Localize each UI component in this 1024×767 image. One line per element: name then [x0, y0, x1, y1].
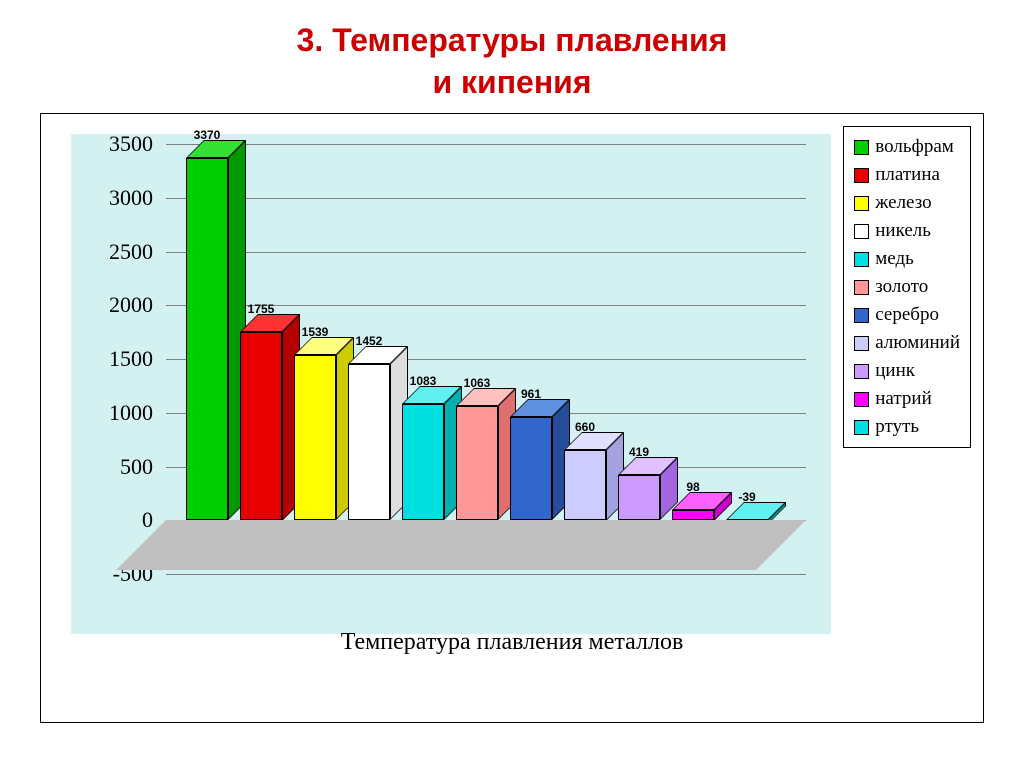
- bar-value-label: 1083: [402, 374, 444, 388]
- bar-value-label: 1063: [456, 376, 498, 390]
- bar-front: [672, 510, 714, 521]
- y-tick-label: 3500: [109, 131, 153, 157]
- legend-label: никель: [875, 220, 931, 242]
- legend-label: цинк: [875, 360, 915, 382]
- bar-value-label: 1452: [348, 334, 390, 348]
- legend-label: алюминий: [875, 332, 960, 354]
- bar-value-label: 419: [618, 445, 660, 459]
- y-tick-label: 1500: [109, 346, 153, 372]
- legend-label: золото: [875, 276, 928, 298]
- legend-label: железо: [875, 192, 931, 214]
- bar-value-label: -39: [726, 490, 768, 504]
- legend-item: железо: [854, 189, 960, 217]
- legend-label: натрий: [875, 388, 931, 410]
- legend-swatch: [854, 364, 869, 379]
- legend: вольфрам платина железо никель медь золото сер…: [843, 126, 971, 448]
- legend-label: вольфрам: [875, 136, 954, 158]
- bar-value-label: 3370: [186, 128, 228, 142]
- y-tick-label: 2500: [109, 239, 153, 265]
- y-tick-label: 500: [120, 454, 153, 480]
- legend-swatch: [854, 196, 869, 211]
- x-axis-title: Температура плавления металлов: [41, 629, 983, 656]
- chart-container: -5000500100015002000250030003500 3370175…: [40, 113, 984, 723]
- title-line1: 3. Температуры плавления: [297, 22, 728, 58]
- bar-front: [348, 364, 390, 520]
- legend-item: медь: [854, 245, 960, 273]
- legend-swatch: [854, 392, 869, 407]
- legend-item: цинк: [854, 357, 960, 385]
- bar-front: [564, 450, 606, 521]
- legend-swatch: [854, 420, 869, 435]
- bar-front: [402, 404, 444, 520]
- bar-value-label: 1755: [240, 302, 282, 316]
- bar-value-label: 1539: [294, 325, 336, 339]
- bar-value-label: 961: [510, 387, 552, 401]
- y-tick-label: 3000: [109, 185, 153, 211]
- legend-swatch: [854, 252, 869, 267]
- grid-line: [166, 574, 806, 575]
- legend-item: вольфрам: [854, 133, 960, 161]
- bar-front: [510, 417, 552, 520]
- legend-label: ртуть: [875, 416, 919, 438]
- y-tick-label: 0: [142, 507, 153, 533]
- legend-swatch: [854, 224, 869, 239]
- legend-item: натрий: [854, 385, 960, 413]
- bars-group: 33701755153914521083106396166041998-39: [166, 144, 806, 574]
- bar-front: [456, 406, 498, 520]
- legend-swatch: [854, 140, 869, 155]
- legend-swatch: [854, 308, 869, 323]
- chart-floor: [116, 520, 806, 570]
- legend-label: медь: [875, 248, 914, 270]
- legend-item: платина: [854, 161, 960, 189]
- bar-value-label: 98: [672, 480, 714, 494]
- plot-background: -5000500100015002000250030003500 3370175…: [71, 134, 831, 634]
- y-tick-label: 1000: [109, 400, 153, 426]
- legend-swatch: [854, 336, 869, 351]
- bar-front: [186, 158, 228, 520]
- legend-item: алюминий: [854, 329, 960, 357]
- bar-front: [240, 332, 282, 521]
- legend-item: золото: [854, 273, 960, 301]
- legend-swatch: [854, 168, 869, 183]
- bar-front: [294, 355, 336, 520]
- legend-item: ртуть: [854, 413, 960, 441]
- y-tick-label: 2000: [109, 292, 153, 318]
- plot-area: 33701755153914521083106396166041998-39: [166, 144, 806, 574]
- slide-title: 3. Температуры плавления и кипения: [0, 0, 1024, 113]
- bar-value-label: 660: [564, 420, 606, 434]
- legend-swatch: [854, 280, 869, 295]
- legend-label: серебро: [875, 304, 939, 326]
- legend-item: никель: [854, 217, 960, 245]
- title-line2: и кипения: [432, 64, 591, 100]
- legend-item: серебро: [854, 301, 960, 329]
- legend-label: платина: [875, 164, 940, 186]
- bar-front: [618, 475, 660, 520]
